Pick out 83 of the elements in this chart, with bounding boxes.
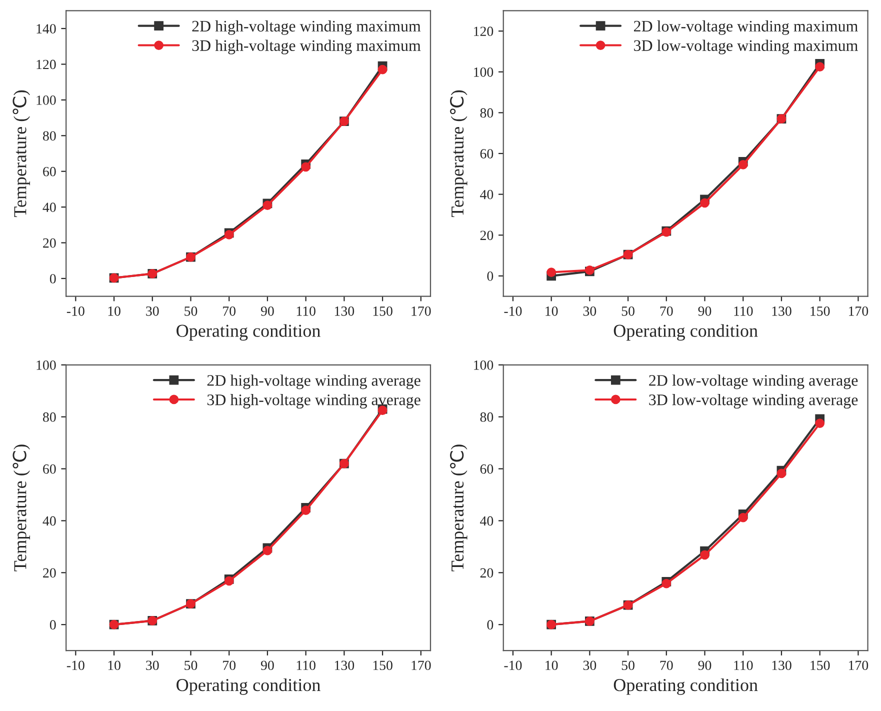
x-tick-label: 30 xyxy=(146,306,159,316)
legend-label: 2D low-voltage winding maximum xyxy=(634,20,858,35)
x-tick-label: 50 xyxy=(184,306,198,316)
x-tick-label: 50 xyxy=(622,306,634,316)
x-tick-label: 170 xyxy=(849,660,868,670)
x-tick-label: 130 xyxy=(334,306,354,316)
y-axis-title: Temperature (℃) xyxy=(450,444,468,572)
y-tick-label: 100 xyxy=(36,360,56,370)
x-axis-title: Operating condition xyxy=(614,678,758,695)
x-tick-label: -10 xyxy=(504,306,522,316)
x-tick-label: 130 xyxy=(334,660,354,670)
x-axis-title: Operating condition xyxy=(614,324,758,341)
y-tick-label: 100 xyxy=(474,67,494,77)
y-axis-title: Temperature (℃) xyxy=(12,90,30,218)
y-tick-label: 100 xyxy=(36,96,56,105)
y-tick-label: 60 xyxy=(43,464,56,474)
x-tick-label: 150 xyxy=(373,306,392,316)
x-tick-label: 170 xyxy=(412,660,431,670)
x-tick-label: 130 xyxy=(772,660,792,670)
x-tick-label: 10 xyxy=(546,660,558,670)
x-tick-label: 10 xyxy=(108,660,120,670)
y-tick-label: 80 xyxy=(42,131,56,141)
x-tick-label: 70 xyxy=(223,306,236,316)
y-tick-label: 20 xyxy=(480,230,494,240)
y-axis-title: Temperature (℃) xyxy=(12,444,30,572)
x-tick-label: 70 xyxy=(660,660,673,670)
y-tick-label: 120 xyxy=(36,60,56,70)
y-tick-label: 40 xyxy=(42,202,56,212)
y-tick-label: 40 xyxy=(480,516,494,526)
legend-label: 2D low-voltage winding average xyxy=(649,374,858,390)
y-tick-label: 80 xyxy=(480,108,494,118)
y-tick-label: 0 xyxy=(487,620,494,630)
legend-label: 3D high-voltage winding maximum xyxy=(192,40,421,54)
legend-label: 3D high-voltage winding average xyxy=(207,394,420,409)
y-tick-label: 100 xyxy=(474,360,494,370)
y-tick-label: 40 xyxy=(480,190,494,200)
x-tick-label: 150 xyxy=(373,660,392,670)
x-tick-label: -10 xyxy=(66,306,84,316)
y-tick-label: 20 xyxy=(43,568,56,578)
y-tick-label: 0 xyxy=(50,620,56,630)
y-tick-label: 60 xyxy=(480,149,494,158)
x-tick-label: 150 xyxy=(810,660,830,670)
x-axis-title: Operating condition xyxy=(176,324,320,341)
x-tick-label: 90 xyxy=(260,306,274,316)
x-tick-label: 30 xyxy=(583,660,596,670)
x-tick-label: 110 xyxy=(296,660,316,670)
y-tick-label: 80 xyxy=(42,412,56,422)
y-tick-label: 60 xyxy=(480,464,494,474)
x-tick-label: 110 xyxy=(296,306,316,316)
x-tick-label: 110 xyxy=(734,660,753,670)
x-tick-label: 10 xyxy=(108,306,120,316)
y-tick-label: 20 xyxy=(480,568,494,578)
y-tick-label: 0 xyxy=(487,272,494,281)
x-tick-label: 50 xyxy=(622,660,634,670)
y-tick-label: 0 xyxy=(50,274,56,284)
legend-label: 3D low-voltage winding maximum xyxy=(634,40,858,54)
x-tick-label: 70 xyxy=(223,660,236,670)
x-tick-label: 90 xyxy=(698,306,712,316)
x-tick-label: -10 xyxy=(504,660,522,670)
x-tick-label: 70 xyxy=(660,306,673,316)
x-tick-label: 170 xyxy=(412,306,431,316)
x-tick-label: 30 xyxy=(146,660,159,670)
x-tick-label: 90 xyxy=(260,660,274,670)
y-tick-label: 80 xyxy=(480,412,494,422)
x-tick-label: 110 xyxy=(734,306,753,316)
x-tick-label: 130 xyxy=(772,306,792,316)
y-tick-label: 140 xyxy=(36,24,56,34)
x-tick-label: 90 xyxy=(698,660,712,670)
legend-label: 2D high-voltage winding average xyxy=(207,374,420,390)
legend-label: 2D high-voltage winding maximum xyxy=(192,20,421,35)
x-tick-label: 10 xyxy=(546,306,558,316)
x-tick-label: 30 xyxy=(583,306,596,316)
y-axis-title: Temperature (℃) xyxy=(450,90,468,218)
x-tick-label: 50 xyxy=(184,660,198,670)
legend-label: 3D low-voltage winding average xyxy=(649,394,858,409)
x-tick-label: 150 xyxy=(810,306,830,316)
x-axis-title: Operating condition xyxy=(176,678,320,695)
x-tick-label: 170 xyxy=(849,306,868,316)
x-tick-label: -10 xyxy=(66,660,84,670)
y-tick-label: 20 xyxy=(43,238,56,248)
y-tick-label: 40 xyxy=(42,516,56,526)
y-tick-label: 120 xyxy=(474,26,494,36)
y-tick-label: 60 xyxy=(43,166,56,176)
